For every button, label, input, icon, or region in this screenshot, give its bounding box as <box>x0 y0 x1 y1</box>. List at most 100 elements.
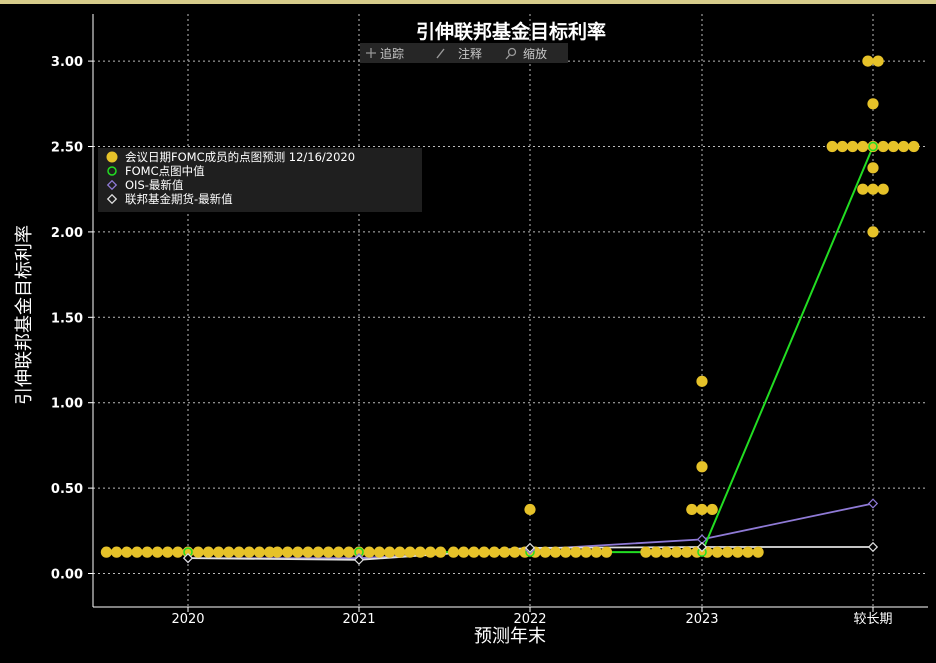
dot-point <box>650 546 662 558</box>
dot-plot-points <box>100 55 920 558</box>
dot-point <box>872 55 884 67</box>
dot-point <box>447 546 460 558</box>
pencil-icon <box>436 48 445 59</box>
dot-point <box>670 546 683 558</box>
annotate-button[interactable]: 注释 <box>436 46 482 61</box>
toolbar-background <box>360 43 568 63</box>
legend-item-futures: 联邦基金期货-最新值 <box>106 192 233 206</box>
legend-median-label: FOMC点图中值 <box>125 164 205 178</box>
dot-point <box>282 546 294 558</box>
x-tick-label-1: 2021 <box>342 612 375 627</box>
dot-point <box>498 546 511 558</box>
dot-point <box>478 546 490 558</box>
legend-item-dots: 会议日期FOMC成员的点图预测 12/16/2020 <box>106 150 355 164</box>
dot-point <box>414 546 426 558</box>
futures-marker <box>524 542 536 553</box>
dot-point <box>867 226 879 238</box>
series-markers <box>182 141 879 565</box>
legend-ois-marker <box>106 179 118 191</box>
trace-button[interactable]: 追踪 <box>366 46 404 61</box>
ois-marker <box>696 534 708 545</box>
dot-point <box>696 461 708 473</box>
legend-background <box>98 148 422 212</box>
dot-point <box>213 546 225 558</box>
dot-point <box>857 140 869 153</box>
futures-marker <box>696 541 708 553</box>
dot-point <box>867 162 879 174</box>
legend-item-ois: OIS-最新值 <box>106 178 184 192</box>
dot-point <box>404 546 416 558</box>
dot-point <box>590 546 602 558</box>
legend-dot-marker <box>106 151 118 163</box>
dot-point <box>121 546 133 558</box>
dot-point <box>131 546 143 558</box>
dot-point <box>867 183 879 195</box>
futures-marker <box>867 541 879 553</box>
median-marker <box>868 141 878 152</box>
dot-point <box>509 546 521 558</box>
dot-point <box>877 183 889 195</box>
dot-point <box>898 140 910 153</box>
dot-point <box>394 546 406 558</box>
chart-toolbar: 追踪 注释 缩放 <box>360 43 568 63</box>
dot-point <box>292 546 304 558</box>
dot-point <box>111 546 123 558</box>
dot-point <box>640 546 652 558</box>
dot-point <box>271 546 283 558</box>
dot-point <box>468 546 480 558</box>
dot-point <box>223 546 235 558</box>
dot-point <box>686 503 698 516</box>
dot-point <box>887 140 900 153</box>
dot-point <box>660 546 672 558</box>
dot-point <box>243 546 255 558</box>
futures-marker <box>353 554 365 565</box>
dot-point <box>458 546 470 558</box>
dot-point <box>836 140 849 153</box>
dot-point <box>524 503 536 516</box>
dot-point <box>343 546 355 558</box>
legend-item-median: FOMC点图中值 <box>107 164 205 178</box>
dot-point <box>600 546 613 558</box>
annotate-label: 注释 <box>458 46 482 61</box>
legend-dots-label: 会议日期FOMC成员的点图预测 12/16/2020 <box>125 150 355 164</box>
dot-point <box>312 546 324 558</box>
top-border <box>0 0 936 4</box>
x-tick-label-4: 较长期 <box>853 612 892 627</box>
dot-point <box>877 140 889 153</box>
legend: 会议日期FOMC成员的点图预测 12/16/2020 FOMC点图中值 OIS-… <box>98 148 422 212</box>
futures-marker <box>182 553 194 564</box>
dot-point <box>151 546 163 558</box>
dot-point <box>302 546 314 558</box>
y-tick-label-4: 2.00 <box>51 226 83 241</box>
dot-point <box>162 546 174 558</box>
tick-labels: 0.00 0.50 1.00 1.50 2.00 2.50 3.00 2020 2021 2022… <box>51 55 893 627</box>
dot-point <box>384 546 396 558</box>
legend-ois-label: OIS-最新值 <box>125 178 184 192</box>
dot-point <box>100 546 112 558</box>
dot-point <box>488 546 500 558</box>
dot-point <box>322 546 334 558</box>
x-axis-label: 预测年末 <box>474 626 546 647</box>
dot-point <box>732 546 744 558</box>
chart-title: 引伸联邦基金目标利率 <box>416 20 606 43</box>
trace-label: 追踪 <box>380 46 404 61</box>
dot-point <box>539 546 551 558</box>
dot-point <box>711 546 723 558</box>
dot-point <box>264 546 276 558</box>
legend-futures-marker <box>106 193 118 205</box>
dot-point <box>826 140 838 153</box>
dot-point <box>742 546 754 558</box>
x-tick-label-0: 2020 <box>171 612 204 627</box>
x-tick-label-3: 2023 <box>685 612 718 627</box>
dot-point <box>233 546 245 558</box>
dot-point <box>549 546 562 558</box>
dot-point <box>253 546 265 558</box>
x-tick-label-2: 2022 <box>513 612 546 627</box>
zoom-label: 缩放 <box>523 46 547 61</box>
dot-point <box>857 183 869 195</box>
crosshair-icon <box>366 48 376 58</box>
dot-point <box>847 140 859 153</box>
zoom-button[interactable]: 缩放 <box>505 46 547 61</box>
